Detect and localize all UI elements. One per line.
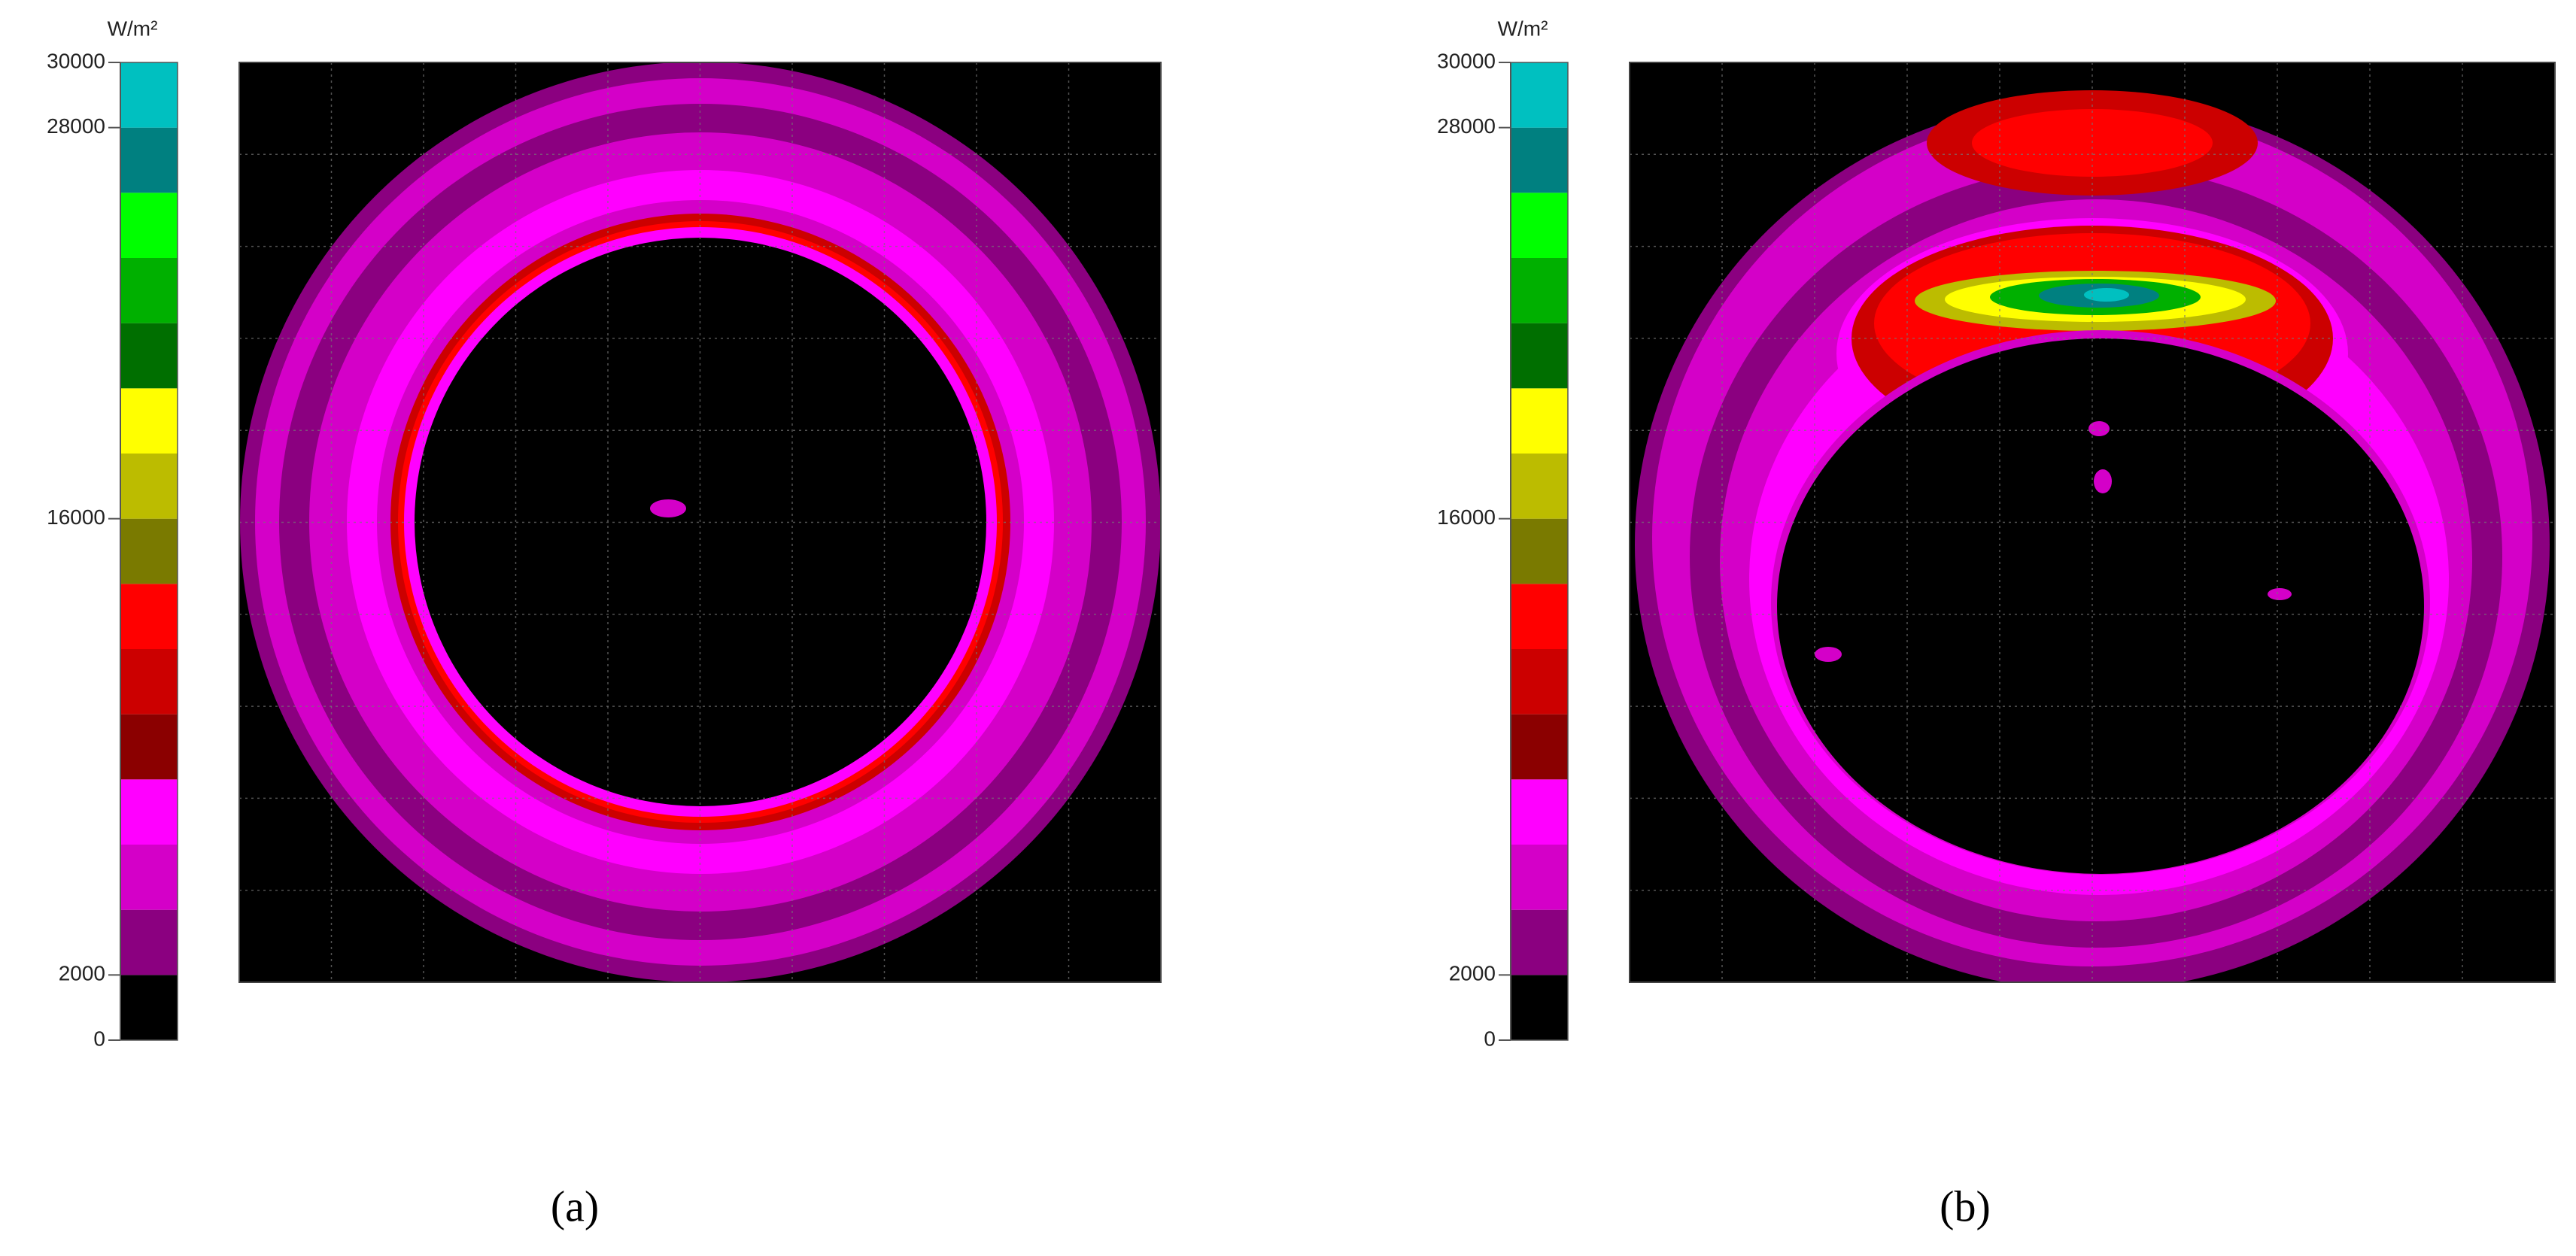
colorbar-band xyxy=(120,323,178,389)
tick-label: 0 xyxy=(93,1027,105,1050)
heat-contour xyxy=(1815,647,1842,662)
colorbar-band xyxy=(120,845,178,910)
colorbar-band xyxy=(1511,388,1568,454)
colorbar-band xyxy=(120,518,178,584)
colorbar-band xyxy=(120,584,178,649)
colorbar-band xyxy=(1511,62,1568,128)
heat-contour xyxy=(2268,588,2292,600)
colorbar-band xyxy=(120,649,178,714)
colorbar-band xyxy=(1511,909,1568,975)
heat-contour xyxy=(2088,421,2110,436)
colorbar-band xyxy=(1511,127,1568,193)
colorbar-band xyxy=(120,62,178,128)
colorbar-band xyxy=(120,388,178,454)
heat-contour xyxy=(1777,338,2424,874)
colorbar-band xyxy=(120,454,178,519)
colorbar-band xyxy=(1511,584,1568,649)
colorbar-band xyxy=(120,193,178,258)
colorbar-band xyxy=(1511,454,1568,519)
caption: (b) xyxy=(1940,1182,1991,1230)
colorbar-band xyxy=(120,714,178,780)
colorbar-band xyxy=(1511,975,1568,1040)
colorbar-band xyxy=(1511,323,1568,389)
colorbar-band xyxy=(1511,518,1568,584)
plot-frame xyxy=(238,62,1162,983)
colorbar-band xyxy=(1511,649,1568,714)
tick-label: 16000 xyxy=(47,505,105,529)
colorbar-band xyxy=(1511,193,1568,258)
colorbar-band xyxy=(1511,845,1568,910)
plot-frame xyxy=(1629,62,2556,983)
colorbar-band xyxy=(120,779,178,845)
tick-label: 30000 xyxy=(47,49,105,72)
colorbar-band xyxy=(120,909,178,975)
heat-contour xyxy=(2084,288,2129,302)
colorbar-band xyxy=(1511,258,1568,323)
caption: (a) xyxy=(551,1182,599,1230)
heatmap xyxy=(1635,90,2550,982)
colorbar-band xyxy=(120,975,178,1040)
heat-contour xyxy=(650,499,686,517)
colorbar-band xyxy=(120,127,178,193)
colorbar-band xyxy=(1511,779,1568,845)
colorbar-band xyxy=(120,258,178,323)
colorbar-band xyxy=(1511,714,1568,780)
tick-label: 2000 xyxy=(1449,962,1496,985)
tick-label: 2000 xyxy=(59,962,105,985)
heat-contour xyxy=(2094,469,2112,493)
tick-label: 30000 xyxy=(1437,49,1496,72)
colorbar-label: W/m² xyxy=(108,17,158,40)
tick-label: 28000 xyxy=(1437,114,1496,138)
tick-label: 28000 xyxy=(47,114,105,138)
tick-label: 0 xyxy=(1484,1027,1496,1050)
tick-label: 16000 xyxy=(1437,505,1496,529)
colorbar-label: W/m² xyxy=(1498,17,1548,40)
